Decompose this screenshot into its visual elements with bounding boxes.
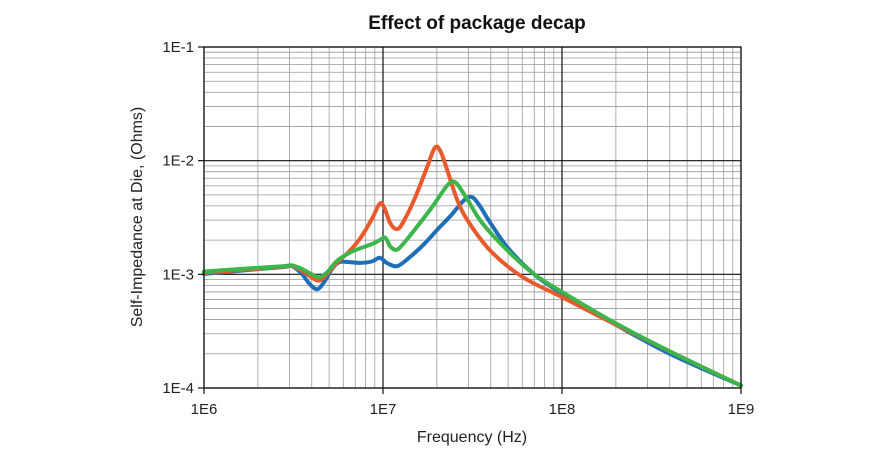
y-tick-label: 1E-3 [162, 266, 194, 283]
y-tick-label: 1E-4 [162, 380, 194, 397]
y-axis-label: Self-Impedance at Die, (Ohms) [129, 107, 146, 328]
x-tick-label: 1E9 [728, 401, 755, 418]
y-tick-label: 1E-1 [162, 39, 194, 56]
x-tick-label: 1E7 [370, 401, 397, 418]
y-axis-ticks: 1E-4 1E-3 1E-2 1E-1 [162, 39, 204, 397]
series-layer [202, 144, 743, 388]
x-axis-ticks: 1E6 1E7 1E8 1E9 [191, 388, 755, 418]
y-tick-label: 1E-2 [162, 153, 194, 170]
x-tick-label: 1E6 [191, 401, 218, 418]
series-line-2 [202, 144, 743, 388]
x-tick-label: 1E8 [549, 401, 576, 418]
grid [203, 46, 742, 389]
series-line-3 [202, 179, 743, 388]
plot-frame [203, 46, 742, 389]
chart-title: Effect of package decap [368, 13, 586, 34]
x-axis-label: Frequency (Hz) [417, 429, 527, 446]
